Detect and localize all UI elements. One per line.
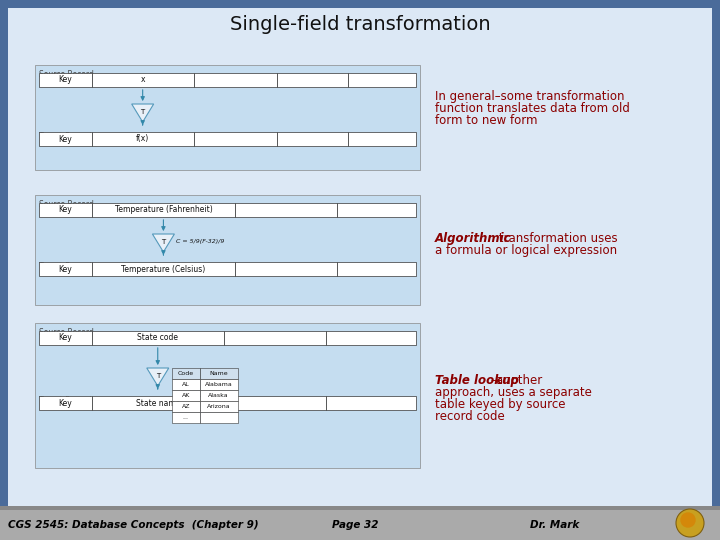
Bar [91,331,224,345]
Bar [325,331,416,345]
Text: Source Record: Source Record [39,70,94,79]
Bar [39,203,91,217]
Text: Arizona: Arizona [207,404,230,409]
Text: Key: Key [58,76,72,84]
Bar [235,262,337,276]
Text: State code: State code [138,334,179,342]
Text: f(x): f(x) [136,134,149,144]
Text: x: x [140,76,145,84]
Bar [325,396,416,410]
Text: T: T [156,373,160,379]
Text: Page 32: Page 32 [332,520,378,530]
Bar [91,396,224,410]
Bar [35,195,420,305]
Text: T: T [140,109,145,115]
Bar [91,73,194,87]
Bar [337,262,416,276]
Bar [199,368,238,379]
Text: function translates data from old: function translates data from old [435,102,630,115]
Bar [39,132,91,146]
Text: Key: Key [58,334,72,342]
Bar [199,379,238,390]
Bar [172,401,199,412]
Bar [35,65,420,170]
Text: Dr. Mark: Dr. Mark [530,520,580,530]
Bar [348,132,416,146]
Text: AK: AK [181,393,190,398]
Bar [39,73,91,87]
Text: Algorithmic: Algorithmic [435,232,512,245]
Text: Single-field transformation: Single-field transformation [230,15,490,33]
Text: –another: –another [490,374,542,387]
Bar [39,396,91,410]
Bar [91,203,235,217]
Bar [235,203,337,217]
Text: Alabama: Alabama [205,382,233,387]
Text: Target Record: Target Record [39,132,91,141]
Text: In general–some transformation: In general–some transformation [435,90,624,103]
Bar [91,262,235,276]
Text: AZ: AZ [181,404,190,409]
Bar [39,262,91,276]
Bar [348,73,416,87]
Text: State name: State name [135,399,180,408]
Bar [91,132,194,146]
Bar [224,396,325,410]
Text: Alaska: Alaska [209,393,229,398]
Circle shape [676,509,704,537]
Bar [194,73,276,87]
Polygon shape [132,104,153,122]
Bar [0,506,720,510]
Text: a formula or logical expression: a formula or logical expression [435,244,617,257]
Text: Code: Code [178,371,194,376]
Text: Source Record: Source Record [39,200,94,209]
Text: Key: Key [58,399,72,408]
Bar [199,412,238,423]
Bar [172,390,199,401]
Text: Key: Key [58,134,72,144]
Bar [172,412,199,423]
Bar [35,323,420,468]
Bar [199,390,238,401]
Text: ...: ... [183,415,189,420]
Bar [276,132,348,146]
Text: Target Record: Target Record [39,396,91,405]
Text: Table lookup: Table lookup [435,374,519,387]
Text: C = 5/9(F-32)/9: C = 5/9(F-32)/9 [176,239,225,244]
Text: Target Record: Target Record [39,262,91,271]
Bar [0,506,720,540]
Text: record code: record code [435,410,505,423]
Polygon shape [153,234,174,252]
Bar [276,73,348,87]
Bar [39,331,91,345]
Text: Name: Name [210,371,228,376]
Text: form to new form: form to new form [435,114,538,127]
Text: Temperature (Fahrenheit): Temperature (Fahrenheit) [114,206,212,214]
Circle shape [680,512,696,528]
Text: Temperature (Celsius): Temperature (Celsius) [121,265,205,273]
Text: table keyed by source: table keyed by source [435,399,565,411]
Text: transformation uses: transformation uses [495,232,618,245]
Polygon shape [147,368,168,386]
Bar [337,203,416,217]
Text: approach, uses a separate: approach, uses a separate [435,386,592,399]
Text: CGS 2545: Database Concepts  (Chapter 9): CGS 2545: Database Concepts (Chapter 9) [8,520,258,530]
Text: T: T [161,239,166,245]
Bar [172,368,199,379]
Bar [199,401,238,412]
Bar [224,331,325,345]
Text: Key: Key [58,206,72,214]
Text: Source Record: Source Record [39,328,94,337]
Bar [172,379,199,390]
Text: AL: AL [182,382,189,387]
Text: Key: Key [58,265,72,273]
Bar [194,132,276,146]
